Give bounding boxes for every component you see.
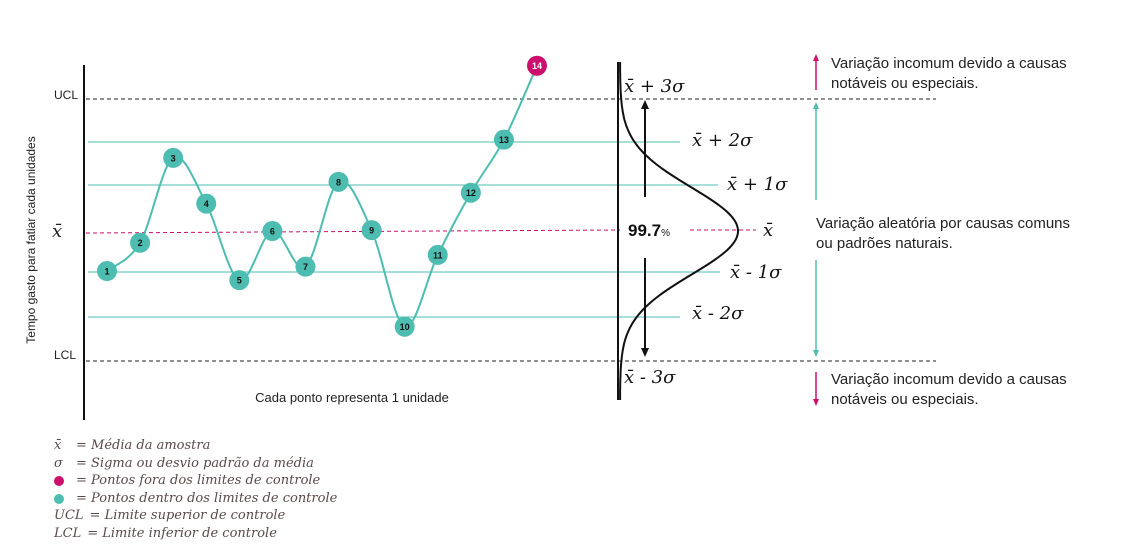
data-point: 10	[394, 316, 415, 337]
legend-text: = Limite inferior de controle	[87, 525, 277, 541]
label-plus1: x̄ + 1σ	[727, 174, 788, 195]
point-label: 14	[532, 61, 542, 71]
legend-text: = Média da amostra	[76, 438, 211, 453]
in-control-point	[295, 256, 316, 277]
point-label: 6	[270, 227, 275, 237]
in-control-point	[460, 182, 481, 203]
sigma-symbol: σ	[54, 455, 63, 471]
point-label: 1	[104, 267, 109, 277]
in-control-point	[163, 147, 184, 168]
data-point: 6	[262, 221, 283, 241]
data-point: 12	[460, 182, 481, 203]
legend-item-sigma: σ = Sigma ou desvio padrão da média	[54, 455, 337, 473]
sigma-lines	[85, 98, 936, 362]
data-point: 11	[427, 244, 448, 265]
point-label: 13	[499, 135, 509, 145]
out-of-control-point	[527, 55, 547, 76]
in-control-point	[196, 193, 217, 214]
teal-dot-icon	[54, 493, 64, 504]
top-arrowhead-icon	[813, 54, 819, 61]
legend-text: = Pontos fora dos limites de controle	[76, 473, 321, 489]
y-axis-label: Tempo gasto para fatiar cada unidades	[24, 136, 38, 343]
label-mean: x̄	[763, 220, 773, 241]
in-control-point	[427, 244, 448, 265]
data-point: 4	[196, 193, 217, 214]
annotation-top: Variação incomum devido a causas notáveis…	[831, 55, 1067, 92]
annotation-middle: Variação aleatória por causas comuns ou p…	[816, 215, 1070, 252]
label-minus2: x̄ - 2σ	[692, 303, 744, 324]
point-label: 7	[303, 262, 308, 272]
in-control-point	[361, 220, 382, 241]
legend-item-xbar: x̄ = Média da amostra	[54, 437, 337, 455]
data-point: 8	[328, 171, 349, 192]
point-label: 8	[336, 177, 341, 187]
in-control-point	[130, 232, 151, 253]
legend-item-in-points: = Pontos dentro dos limites de controle	[54, 490, 337, 508]
data-point: 14	[527, 55, 547, 76]
point-label: 2	[138, 238, 143, 248]
data-point: 9	[361, 220, 382, 241]
lcl-label: LCL	[54, 348, 76, 362]
in-control-point	[493, 129, 514, 150]
ucl-label: UCL	[54, 88, 78, 102]
data-point: 13	[493, 129, 514, 150]
label-minus3: x̄ - 3σ	[624, 367, 676, 388]
magenta-dot-icon	[54, 475, 64, 486]
legend: x̄ = Média da amostra σ = Sigma ou desvio …	[54, 437, 337, 543]
normal-curve	[619, 62, 739, 400]
bottom-arrowhead-icon	[813, 399, 819, 406]
in-control-point	[394, 316, 415, 337]
legend-item-out-points: = Pontos fora dos limites de controle	[54, 472, 337, 490]
upper-arrowhead-icon	[641, 100, 649, 109]
label-minus1: x̄ - 1σ	[730, 262, 782, 283]
in-control-point	[97, 261, 117, 282]
point-label: 10	[400, 322, 410, 332]
label-plus3: x̄ + 3σ	[624, 76, 685, 97]
mean-axis-label: x̄	[52, 221, 62, 242]
in-control-point	[328, 171, 349, 192]
point-label: 11	[433, 250, 443, 260]
data-point: 5	[229, 270, 250, 291]
label-plus2: x̄ + 2σ	[692, 130, 753, 151]
x-axis-label: Cada ponto representa 1 unidade	[255, 390, 449, 405]
point-label: 4	[204, 199, 209, 209]
point-label: 3	[171, 153, 176, 163]
legend-item-ucl: UCL = Limite superior de controle	[54, 507, 337, 525]
middle-down-arrowhead-icon	[813, 350, 819, 357]
point-label: 9	[369, 226, 374, 236]
point-label: 5	[237, 276, 242, 286]
data-point: 1	[97, 261, 117, 282]
data-point: 2	[130, 232, 151, 253]
legend-text: = Limite superior de controle	[89, 508, 286, 524]
in-control-point	[229, 270, 250, 291]
middle-up-arrowhead-icon	[813, 102, 819, 109]
annotation-bottom: Variação incomum devido a causas notáveis…	[831, 371, 1067, 408]
mean-line	[85, 229, 621, 234]
legend-item-lcl: LCL = Limite inferior de controle	[54, 525, 337, 543]
lower-arrowhead-icon	[641, 348, 649, 357]
in-control-point	[262, 221, 283, 241]
percent-label: 99.7%	[628, 221, 670, 240]
point-label: 12	[466, 188, 476, 198]
legend-text: = Pontos dentro dos limites de controle	[76, 490, 338, 506]
legend-text: = Sigma ou desvio padrão da média	[76, 455, 314, 471]
ucl-symbol: UCL	[54, 508, 84, 524]
data-point: 7	[295, 256, 316, 277]
x-bar-symbol: x̄	[54, 438, 62, 453]
lcl-symbol: LCL	[54, 525, 82, 541]
data-point: 3	[163, 147, 184, 168]
